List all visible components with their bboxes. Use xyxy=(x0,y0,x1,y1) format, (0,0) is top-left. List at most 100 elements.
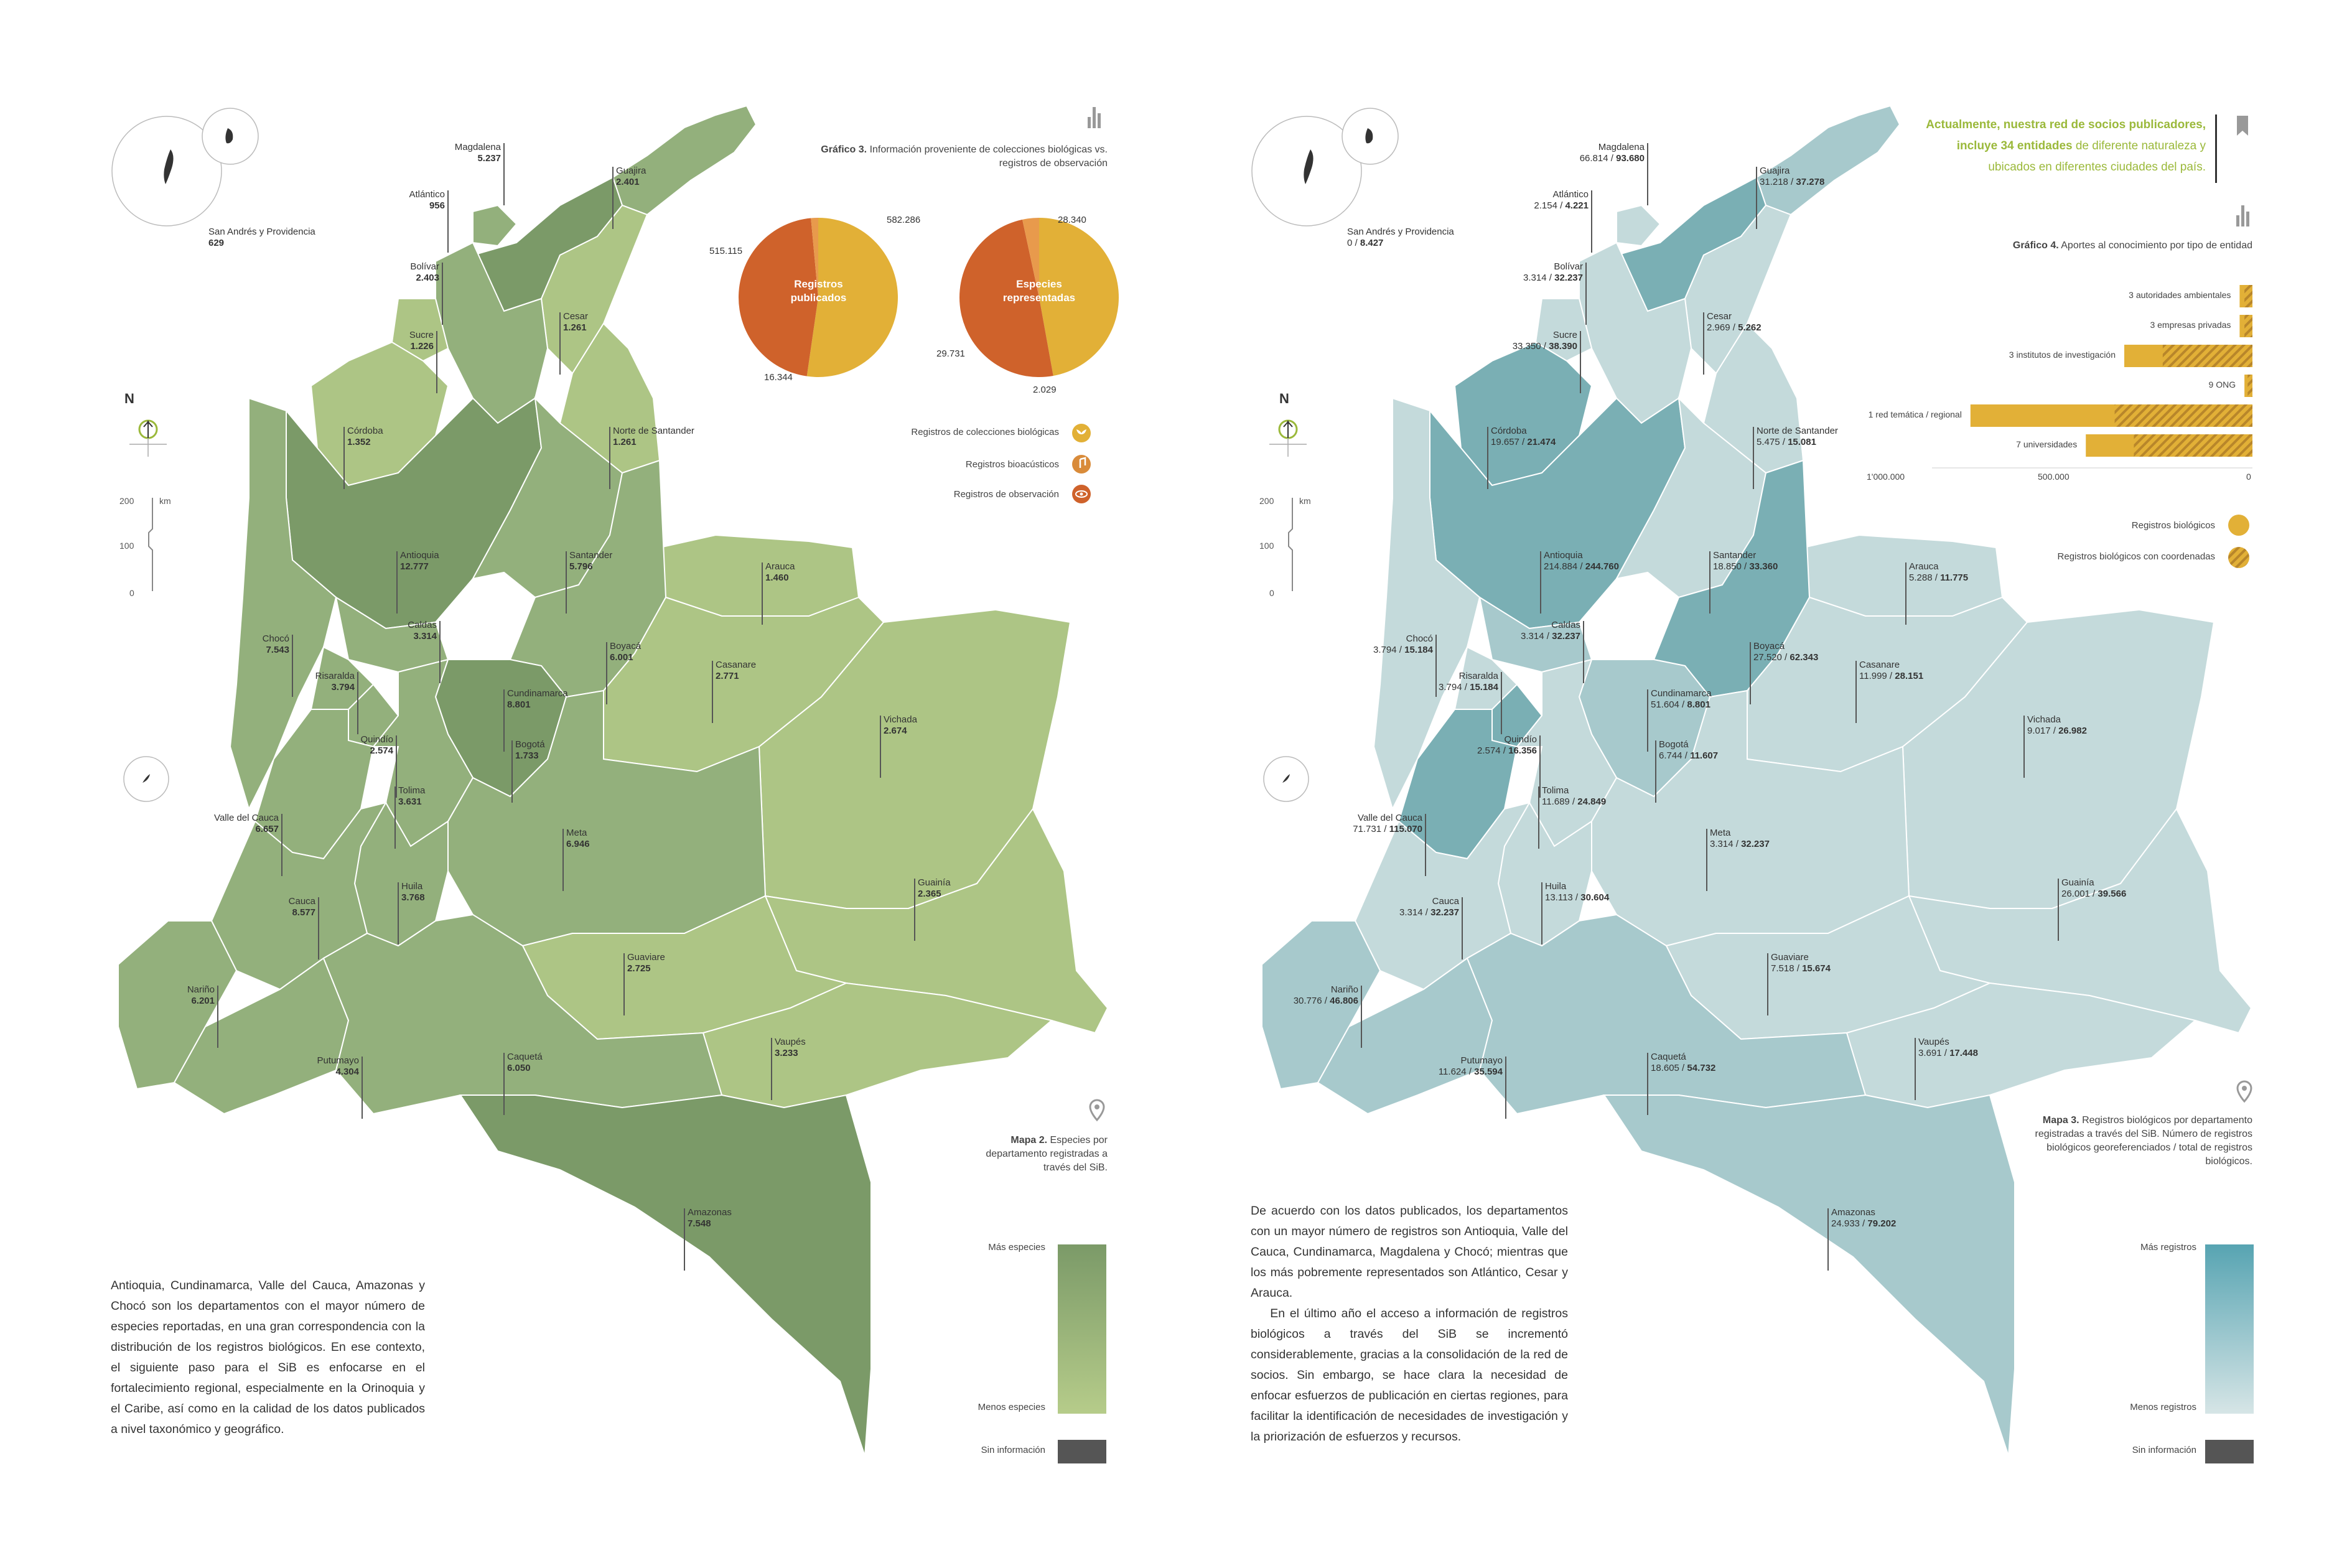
axis-tick-500k: 500.000 xyxy=(2038,472,2070,482)
dept-value: 2.771 xyxy=(716,671,739,681)
label-right-13: Boyacá 27.520 / 62.343 xyxy=(1753,641,1818,663)
leader-right-2 xyxy=(1591,190,1592,253)
dept-total-value: 21.474 xyxy=(1527,437,1556,447)
pie2-slice-0 xyxy=(1039,218,1119,376)
san-andres-inset-right xyxy=(1251,108,1399,226)
label-right-7: Córdoba 19.657 / 21.474 xyxy=(1491,426,1556,448)
location-pin-icon-right xyxy=(2236,1080,2252,1103)
dept-name: Guainía xyxy=(2061,877,2094,888)
dept-name: Meta xyxy=(1710,828,1731,838)
legend-coordenadas: Registros biológicos con coordenadas xyxy=(2057,551,2215,562)
dept-name: Vaupés xyxy=(775,1037,806,1047)
leader-right-6 xyxy=(1753,427,1754,489)
leader-left-15 xyxy=(357,672,358,734)
label-left-13: Boyacá 6.001 xyxy=(610,641,641,663)
label-left-26: Guaviare 2.725 xyxy=(627,952,665,974)
dept-value: 1.460 xyxy=(765,572,789,583)
leader-right-27 xyxy=(1361,986,1362,1048)
dept-choco-right xyxy=(1373,397,1481,811)
label-right-12: Caldas 3.314 / 32.237 xyxy=(1521,620,1580,642)
dept-name: Boyacá xyxy=(610,641,642,651)
dept-value: 2.401 xyxy=(616,177,640,187)
label-left-19: Bogotá 1.733 xyxy=(515,739,545,762)
scale-tick-200: 200 xyxy=(119,496,134,506)
slash: / xyxy=(1544,631,1552,642)
san-andres-inset xyxy=(111,108,259,226)
dept-arauca xyxy=(658,534,860,617)
dept-name: Santander xyxy=(1713,550,1757,561)
dept-value: 3.314 xyxy=(413,631,437,642)
label-right-29: Putumayo 11.624 / 35.594 xyxy=(1439,1055,1503,1078)
dept-value: 3.233 xyxy=(775,1048,798,1058)
leader-right-15 xyxy=(1501,672,1502,734)
dept-name: Caquetá xyxy=(507,1052,543,1062)
leader-left-18 xyxy=(396,735,397,798)
label-right-8: Antioquia 214.884 / 244.760 xyxy=(1544,550,1619,572)
leader-left-29 xyxy=(362,1057,363,1119)
dept-name: Valle del Cauca xyxy=(1358,813,1422,823)
slash: / xyxy=(1679,699,1687,710)
dept-guajira-right xyxy=(1755,105,1901,216)
dept-name: Cauca xyxy=(288,896,315,907)
dept-sucre-right xyxy=(1534,298,1593,362)
slash: / xyxy=(1557,200,1566,211)
dept-value: 8.801 xyxy=(507,699,531,710)
dept-total-value: 24.849 xyxy=(1577,796,1607,807)
slash: / xyxy=(1859,1218,1868,1229)
leader-right-18 xyxy=(1539,735,1541,798)
slash: / xyxy=(2089,889,2098,899)
dept-name: Valle del Cauca xyxy=(214,813,279,823)
leader-right-22 xyxy=(1706,829,1707,891)
dept-total-value: 32.237 xyxy=(1430,907,1459,918)
dept-name: Bogotá xyxy=(515,739,545,750)
dept-atlantico-right xyxy=(1616,204,1661,247)
pie1-label: Registros publicados xyxy=(790,278,847,304)
dept-name: Santander xyxy=(569,550,613,561)
dept-name: Atlántico xyxy=(1552,189,1589,200)
dept-name: Amazonas xyxy=(688,1207,732,1218)
dept-geo-value: 71.731 xyxy=(1353,824,1382,834)
dept-value: 7.548 xyxy=(688,1218,711,1229)
music-note-icon xyxy=(1072,455,1091,474)
dept-name: Tolima xyxy=(1542,785,1569,796)
legend-observacion: Registros de observación xyxy=(953,489,1059,500)
dept-value: 3.631 xyxy=(398,796,422,807)
san-andres-label-right: San Andrés y Providencia 0 / 8.427 xyxy=(1347,226,1454,248)
legend-circles xyxy=(2228,515,2249,568)
label-right-18: Quindío 2.574 / 16.356 xyxy=(1477,734,1537,757)
bar-coord-3 xyxy=(2247,375,2252,397)
label-left-31: Amazonas 7.548 xyxy=(688,1207,732,1230)
grafico4-title: Gráfico 4. Aportes al conocimiento por t… xyxy=(2012,240,2252,251)
label-right-10: Arauca 5.288 / 11.775 xyxy=(1909,561,1968,584)
slash: / xyxy=(1733,839,1742,849)
label-right-14: Casanare 11.999 / 28.151 xyxy=(1859,660,1923,682)
no-info-swatch-right xyxy=(2205,1440,2254,1463)
bar-label-5: 7 universidades xyxy=(2016,439,2078,449)
bar-chart-icon xyxy=(1088,107,1101,128)
bookmark-icon xyxy=(2237,116,2248,136)
dept-total-value: 17.448 xyxy=(1949,1048,1978,1058)
label-right-25: Cauca 3.314 / 32.237 xyxy=(1399,896,1459,918)
leader-left-17 xyxy=(880,716,881,778)
leader-right-17 xyxy=(2023,716,2025,778)
leader-left-23 xyxy=(398,882,399,945)
dept-total-value: 62.343 xyxy=(1790,652,1819,663)
dept-value: 3.794 xyxy=(331,682,355,693)
dept-geo-value: 11.999 xyxy=(1859,671,1887,681)
leader-right-7 xyxy=(1487,427,1488,489)
dept-geo-value: 26.001 xyxy=(2061,889,2090,899)
leader-left-30 xyxy=(503,1053,505,1115)
label-right-20: Tolima 11.689 / 24.849 xyxy=(1542,785,1606,808)
slash: / xyxy=(1572,892,1581,903)
slash: / xyxy=(1541,341,1549,352)
dept-meta-right xyxy=(1591,689,1910,947)
dept-value: 6.946 xyxy=(566,839,590,849)
dept-value: 1.261 xyxy=(613,437,637,447)
label-left-15: Risaralda 3.794 xyxy=(315,671,355,693)
leader-right-12 xyxy=(1583,621,1584,683)
dept-name: Córdoba xyxy=(1491,426,1527,436)
label-left-22: Meta 6.946 xyxy=(566,828,590,850)
dept-name: Casanare xyxy=(716,660,757,670)
label-left-27: Nariño 6.201 xyxy=(187,984,215,1007)
dept-name: Amazonas xyxy=(1831,1207,1875,1218)
